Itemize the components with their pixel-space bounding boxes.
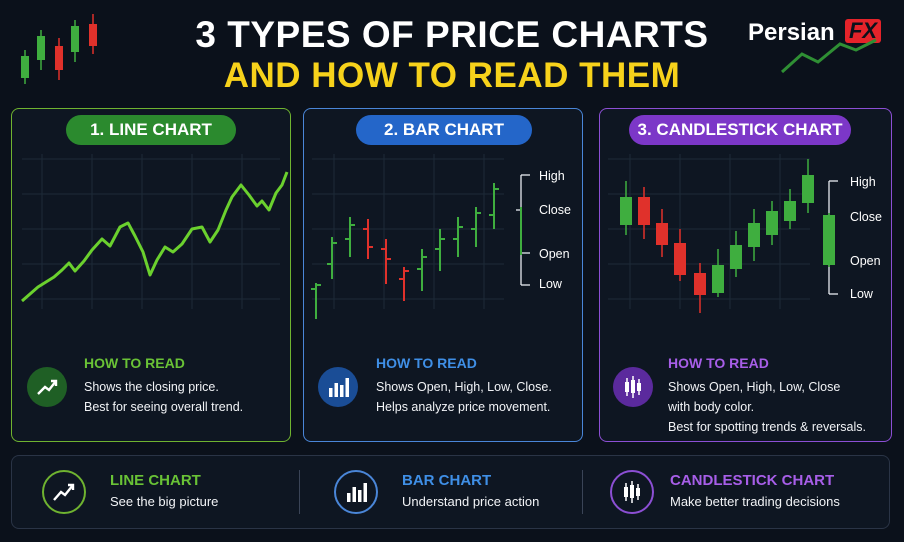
summary-line-subtitle: See the big picture — [110, 494, 219, 509]
closing-price-line — [21, 171, 289, 303]
divider — [299, 470, 300, 514]
candlestick — [694, 263, 706, 313]
summary-line-title: LINE CHART — [110, 472, 201, 489]
logo-accent: FX — [845, 19, 881, 43]
line-how-to-read: HOW TO READ — [84, 355, 185, 371]
candlestick — [674, 229, 686, 281]
divider — [582, 470, 583, 514]
line-chart-label: 1. LINE CHART — [66, 115, 236, 145]
summary-bar-chart: BAR CHART Understand price action — [302, 456, 592, 528]
candle-legend-open: Open — [850, 254, 881, 268]
summary-candle-title: CANDLESTICK CHART — [670, 472, 835, 489]
bar-how-to-read: HOW TO READ — [376, 355, 477, 371]
ohlc-bar — [435, 229, 445, 271]
candlestick-chart-panel: 3. CANDLESTICK CHART High Close Open Low… — [599, 108, 892, 442]
candlestick — [656, 209, 668, 257]
legend-high: High — [539, 169, 565, 183]
summary-bar-subtitle: Understand price action — [402, 494, 540, 509]
brand-logo: Persian FX — [748, 16, 888, 76]
line-chart-illustration — [21, 154, 289, 309]
bar-chart-icon — [334, 470, 378, 514]
ohlc-bar — [453, 217, 463, 257]
candlestick — [802, 159, 814, 213]
candlestick-illustration: High Close Open Low — [608, 154, 882, 313]
candlestick-icon — [613, 367, 653, 407]
candle-how-to-read: HOW TO READ — [668, 355, 769, 371]
decorative-candles-icon — [21, 14, 97, 84]
bar-chart-icon — [318, 367, 358, 407]
logo-text: Persian — [748, 19, 835, 46]
legend-open: Open — [539, 247, 570, 261]
candlestick — [748, 209, 760, 261]
logo-trend-icon — [780, 38, 877, 74]
candlestick — [638, 187, 650, 239]
candlestick — [784, 189, 796, 229]
ohlc-bar — [471, 207, 481, 247]
ohlc-bar — [381, 239, 391, 284]
line-description: Shows the closing price. Best for seeing… — [84, 380, 244, 414]
summary-line-chart: LINE CHART See the big picture — [12, 456, 302, 528]
ohlc-bar — [489, 183, 499, 229]
legend-close: Close — [539, 203, 571, 217]
candlestick — [620, 181, 632, 235]
candlestick-chart-label: 3. CANDLESTICK CHART — [629, 115, 851, 145]
bar-description: Shows Open, High, Low, Close. Helps anal… — [376, 380, 552, 414]
page-title: 3 TYPES OF PRICE CHARTS — [195, 14, 709, 55]
bar-chart-label: 2. BAR CHART — [356, 115, 532, 145]
candlestick — [766, 201, 778, 245]
trend-up-icon — [42, 470, 86, 514]
bar-chart-panel: 2. BAR CHART High Close Open Low HOW TO … — [303, 108, 583, 442]
line-chart-panel: 1. LINE CHART HOW TO READ Shows the clos… — [11, 108, 291, 442]
ohlc-bar — [399, 267, 409, 301]
ohlc-bar — [327, 237, 337, 279]
summary-strip: LINE CHART See the big picture BAR CHART… — [11, 455, 890, 529]
candle-description: Shows Open, High, Low, Close with body c… — [668, 380, 867, 434]
page-subtitle: AND HOW TO READ THEM — [223, 56, 681, 95]
legend-low: Low — [539, 277, 563, 291]
candle-legend-low: Low — [850, 287, 874, 301]
candle-legend-close: Close — [850, 210, 882, 224]
summary-candlestick-chart: CANDLESTICK CHART Make better trading de… — [592, 456, 891, 528]
ohlc-bar — [363, 219, 373, 259]
summary-candle-subtitle: Make better trading decisions — [670, 494, 840, 509]
ohlc-bar-illustration: High Close Open Low — [311, 154, 571, 319]
trend-up-icon — [27, 367, 67, 407]
candle-legend-high: High — [850, 175, 876, 189]
candlestick — [712, 249, 724, 297]
summary-bar-title: BAR CHART — [402, 472, 492, 489]
ohlc-bar — [345, 217, 355, 257]
ohlc-bar — [417, 249, 427, 291]
ohlc-bar — [311, 283, 321, 319]
candlestick — [730, 231, 742, 277]
candlestick-icon — [610, 470, 654, 514]
